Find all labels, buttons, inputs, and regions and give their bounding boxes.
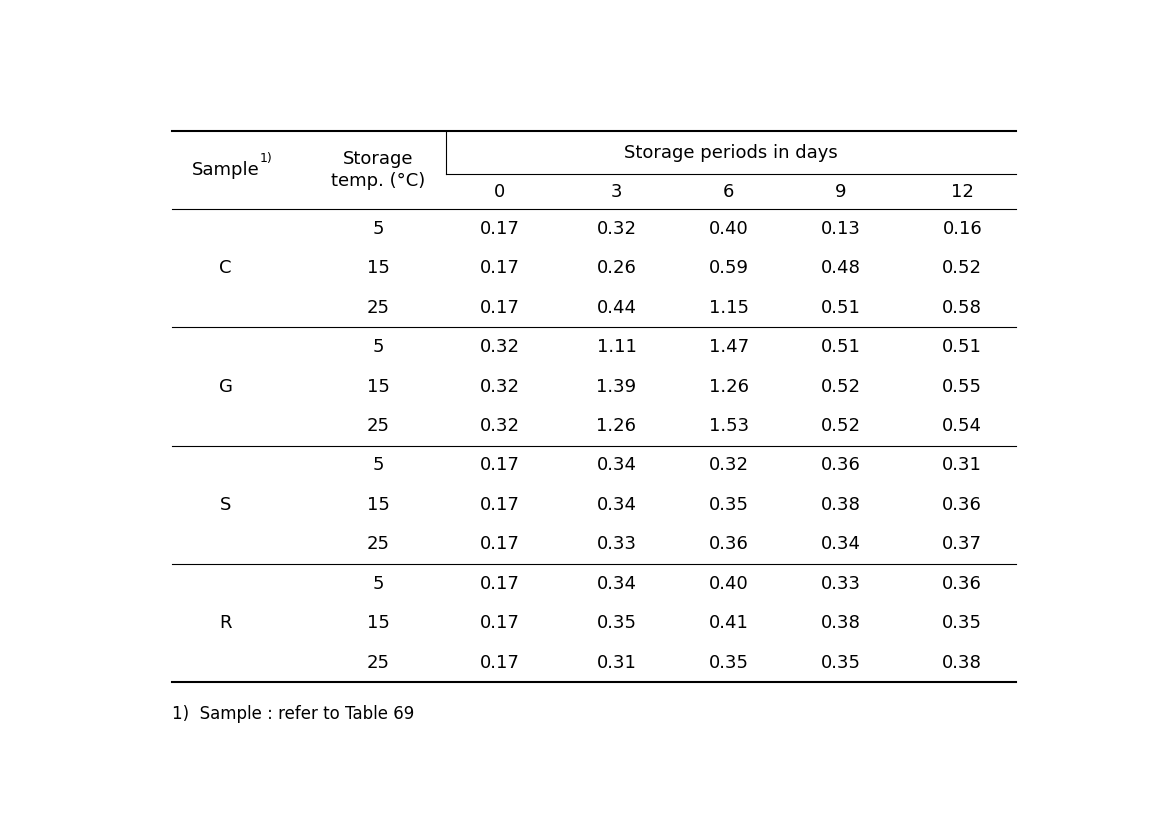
- Text: 25: 25: [367, 653, 389, 672]
- Text: 0.17: 0.17: [480, 575, 519, 593]
- Text: 0.54: 0.54: [942, 417, 983, 435]
- Text: 0.48: 0.48: [821, 259, 861, 278]
- Text: 9: 9: [836, 183, 847, 201]
- Text: 1.26: 1.26: [597, 417, 636, 435]
- Text: 0.17: 0.17: [480, 535, 519, 553]
- Text: 0.52: 0.52: [821, 417, 861, 435]
- Text: 0.59: 0.59: [708, 259, 749, 278]
- Text: 0.36: 0.36: [942, 496, 982, 514]
- Text: 0.17: 0.17: [480, 259, 519, 278]
- Text: 1.39: 1.39: [597, 377, 636, 396]
- Text: 0.38: 0.38: [821, 615, 861, 632]
- Text: 0.33: 0.33: [821, 575, 861, 593]
- Text: 1.26: 1.26: [708, 377, 749, 396]
- Text: 0.51: 0.51: [942, 338, 982, 356]
- Text: 0.17: 0.17: [480, 299, 519, 316]
- Text: 0.51: 0.51: [821, 299, 861, 316]
- Text: 3: 3: [611, 183, 622, 201]
- Text: 0.52: 0.52: [821, 377, 861, 396]
- Text: 0.35: 0.35: [708, 653, 749, 672]
- Text: S: S: [220, 496, 232, 514]
- Text: 0.17: 0.17: [480, 220, 519, 238]
- Text: 0.52: 0.52: [942, 259, 983, 278]
- Text: 0.34: 0.34: [821, 535, 861, 553]
- Text: 25: 25: [367, 299, 389, 316]
- Text: 0.17: 0.17: [480, 457, 519, 474]
- Text: Sample: Sample: [192, 161, 260, 179]
- Text: 0.32: 0.32: [708, 457, 749, 474]
- Text: 0.36: 0.36: [942, 575, 982, 593]
- Text: Storage
temp. (°C): Storage temp. (°C): [331, 150, 425, 190]
- Text: 0.58: 0.58: [942, 299, 982, 316]
- Text: 0: 0: [494, 183, 505, 201]
- Text: 0.16: 0.16: [942, 220, 982, 238]
- Text: 6: 6: [723, 183, 735, 201]
- Text: 25: 25: [367, 417, 389, 435]
- Text: 0.38: 0.38: [821, 496, 861, 514]
- Text: 5: 5: [373, 338, 384, 356]
- Text: 1.53: 1.53: [708, 417, 749, 435]
- Text: 15: 15: [367, 259, 389, 278]
- Text: 5: 5: [373, 457, 384, 474]
- Text: 0.37: 0.37: [942, 535, 983, 553]
- Text: 1.47: 1.47: [708, 338, 749, 356]
- Text: 0.32: 0.32: [480, 417, 519, 435]
- Text: 0.32: 0.32: [597, 220, 636, 238]
- Text: 0.33: 0.33: [597, 535, 636, 553]
- Text: 0.40: 0.40: [709, 575, 749, 593]
- Text: 0.17: 0.17: [480, 496, 519, 514]
- Text: 1): 1): [260, 152, 272, 165]
- Text: C: C: [219, 259, 232, 278]
- Text: 25: 25: [367, 535, 389, 553]
- Text: 1)  Sample : refer to Table 69: 1) Sample : refer to Table 69: [172, 705, 414, 723]
- Text: 0.32: 0.32: [480, 377, 519, 396]
- Text: 0.41: 0.41: [709, 615, 749, 632]
- Text: 15: 15: [367, 377, 389, 396]
- Text: 12: 12: [950, 183, 974, 201]
- Text: 0.35: 0.35: [942, 615, 983, 632]
- Text: 0.51: 0.51: [821, 338, 861, 356]
- Text: 0.38: 0.38: [942, 653, 982, 672]
- Text: 5: 5: [373, 575, 384, 593]
- Text: 1.11: 1.11: [597, 338, 636, 356]
- Text: G: G: [219, 377, 233, 396]
- Text: 0.35: 0.35: [708, 496, 749, 514]
- Text: 15: 15: [367, 615, 389, 632]
- Text: 0.31: 0.31: [597, 653, 636, 672]
- Text: 0.44: 0.44: [597, 299, 636, 316]
- Text: 0.34: 0.34: [597, 575, 636, 593]
- Text: 0.13: 0.13: [821, 220, 861, 238]
- Text: 0.36: 0.36: [821, 457, 861, 474]
- Text: 0.26: 0.26: [597, 259, 636, 278]
- Text: 0.34: 0.34: [597, 457, 636, 474]
- Text: 0.31: 0.31: [942, 457, 982, 474]
- Text: 0.34: 0.34: [597, 496, 636, 514]
- Text: R: R: [219, 615, 232, 632]
- Text: 0.17: 0.17: [480, 615, 519, 632]
- Text: 0.17: 0.17: [480, 653, 519, 672]
- Text: 0.35: 0.35: [821, 653, 861, 672]
- Text: 0.40: 0.40: [709, 220, 749, 238]
- Text: 0.55: 0.55: [942, 377, 983, 396]
- Text: 0.32: 0.32: [480, 338, 519, 356]
- Text: 15: 15: [367, 496, 389, 514]
- Text: Storage periods in days: Storage periods in days: [624, 144, 838, 162]
- Text: 1.15: 1.15: [708, 299, 749, 316]
- Text: 0.36: 0.36: [709, 535, 749, 553]
- Text: 0.35: 0.35: [597, 615, 636, 632]
- Text: 5: 5: [373, 220, 384, 238]
